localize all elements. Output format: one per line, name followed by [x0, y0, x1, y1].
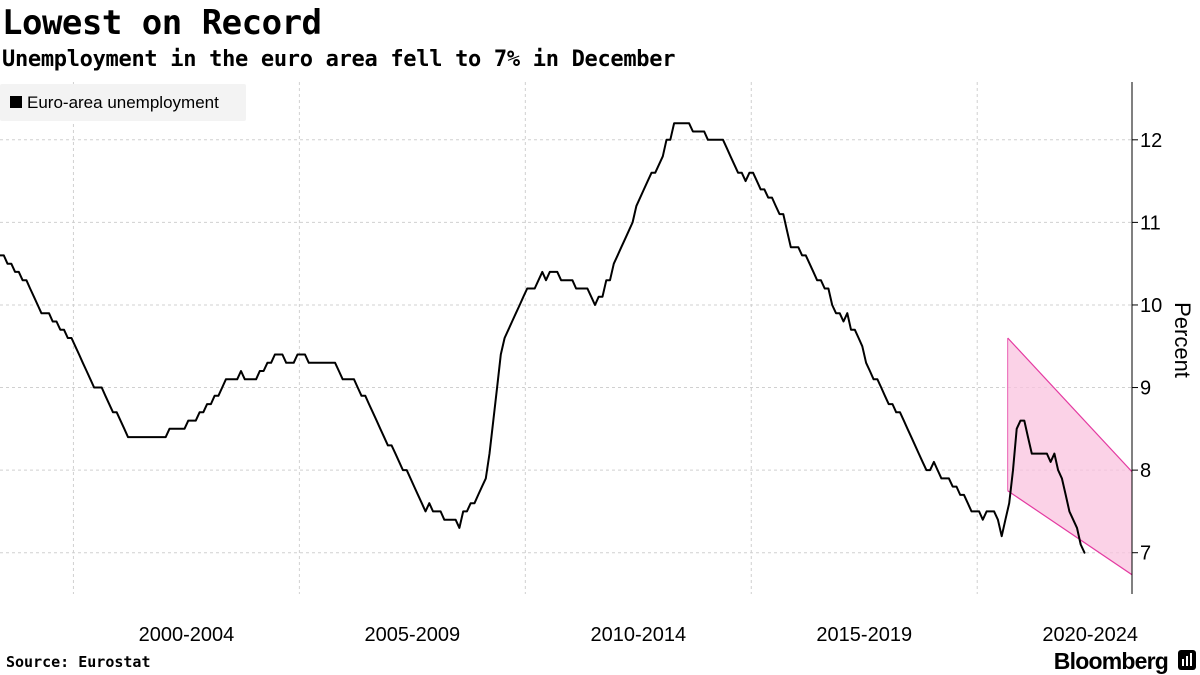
- legend: Euro-area unemployment: [0, 84, 246, 121]
- y-tick-label-2: 9: [1140, 378, 1151, 400]
- chart-subtitle: Unemployment in the euro area fell to 7%…: [2, 47, 676, 72]
- series-line-0: [0, 122, 1086, 554]
- bloomberg-logo: Bloomberg: [1053, 648, 1169, 674]
- y-tick-label-3: 10: [1140, 295, 1162, 317]
- y-tick-labels: 7 8 9 10 11 12: [1140, 130, 1162, 565]
- horizontal-gridlines: [0, 139, 1132, 554]
- x-tick-label-1: 2005-2009: [365, 624, 461, 646]
- bloomberg-terminal-icon: [1178, 650, 1196, 670]
- source-note: Source: Eurostat: [6, 653, 151, 671]
- legend-background: [0, 84, 246, 121]
- y-tick-label-5: 12: [1140, 130, 1162, 152]
- y-tick-label-4: 11: [1140, 212, 1161, 234]
- legend-label: Euro-area unemployment: [27, 93, 219, 112]
- y-tick-label-1: 8: [1140, 460, 1151, 482]
- vertical-gridlines: [72, 82, 978, 594]
- legend-swatch: [10, 96, 22, 108]
- x-tick-label-4: 2020-2024: [1042, 624, 1138, 646]
- highlight-band-upper-edge: [1007, 337, 1132, 473]
- x-tick-label-3: 2015-2019: [816, 624, 912, 646]
- series-lines: [0, 122, 1086, 554]
- chart-title: Lowest on Record: [2, 3, 322, 43]
- y-tick-label-0: 7: [1140, 543, 1151, 565]
- x-tick-label-2: 2010-2014: [590, 624, 686, 646]
- y-axis-label: Percent: [1170, 302, 1195, 378]
- x-tick-labels: 2000-2004 2005-2009 2010-2014 2015-2019 2020…: [139, 624, 1138, 646]
- x-tick-label-0: 2000-2004: [139, 624, 235, 646]
- y-axis: [1131, 82, 1138, 594]
- highlight-band-fill: [1007, 338, 1132, 575]
- highlight-band-lower-edge: [1007, 490, 1132, 576]
- highlight-band: [1007, 337, 1132, 576]
